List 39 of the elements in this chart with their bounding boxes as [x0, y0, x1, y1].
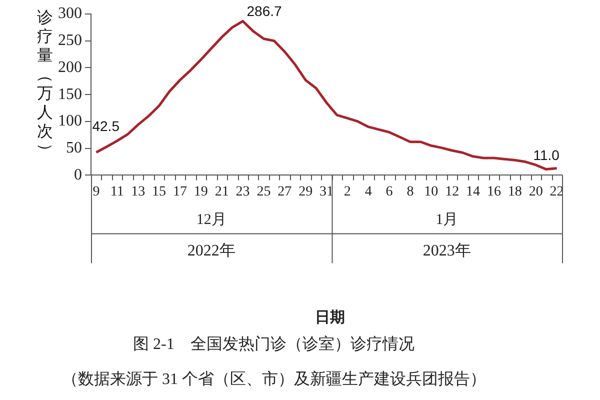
data-label: 286.7 — [246, 3, 282, 20]
text: （数据来源于 31 个省（区、市）及新疆生产建设兵团报告） — [62, 370, 486, 388]
x-tick-label: 16 — [486, 184, 501, 200]
y-tick-label: 50 — [66, 140, 82, 157]
x-tick-label: 15 — [152, 184, 166, 200]
y-axis-title: 诊疗量（万人次） — [36, 10, 54, 160]
caption: 图 2-1 全国发热门诊（诊室）诊疗情况 — [133, 335, 414, 354]
x-tick-label: 8 — [406, 184, 414, 200]
x-tick-label: 25 — [256, 184, 271, 200]
x-tick-label: 21 — [214, 184, 229, 200]
text: 2022年 — [187, 242, 236, 260]
x-tick-label: 27 — [278, 184, 292, 200]
x-tick-label: 19 — [194, 184, 208, 200]
y-tick-label: 250 — [58, 32, 82, 50]
x-tick-label: 17 — [172, 184, 187, 200]
data-label: 42.5 — [92, 118, 120, 134]
x-tick-label: 18 — [508, 184, 522, 200]
x-tick-label: 9 — [92, 184, 100, 200]
data-label: 11.0 — [533, 147, 560, 164]
y-tick-label: 100 — [58, 112, 82, 130]
x-tick-label: 4 — [364, 184, 372, 200]
x-tick-label: 23 — [236, 184, 250, 200]
text: 2023年 — [422, 242, 471, 260]
x-tick-label: 20 — [528, 184, 543, 200]
x-tick-label: 10 — [424, 184, 438, 200]
x-tick-label: 2 — [344, 184, 351, 200]
text: 1月 — [436, 212, 458, 228]
y-tick-label: 150 — [58, 86, 82, 103]
y-tick-label: 200 — [58, 58, 82, 76]
x-tick-label: 13 — [131, 184, 146, 200]
x-tick-label: 6 — [386, 184, 393, 200]
text: 12月 — [196, 212, 226, 228]
text: 日期 — [315, 309, 345, 326]
x-tick-label: 14 — [466, 184, 480, 200]
y-tick-label: 0 — [74, 166, 82, 184]
x-tick-label: 11 — [110, 184, 124, 200]
x-tick-label: 12 — [445, 184, 460, 200]
x-tick-label: 29 — [298, 184, 313, 200]
y-tick-label: 300 — [58, 5, 82, 22]
